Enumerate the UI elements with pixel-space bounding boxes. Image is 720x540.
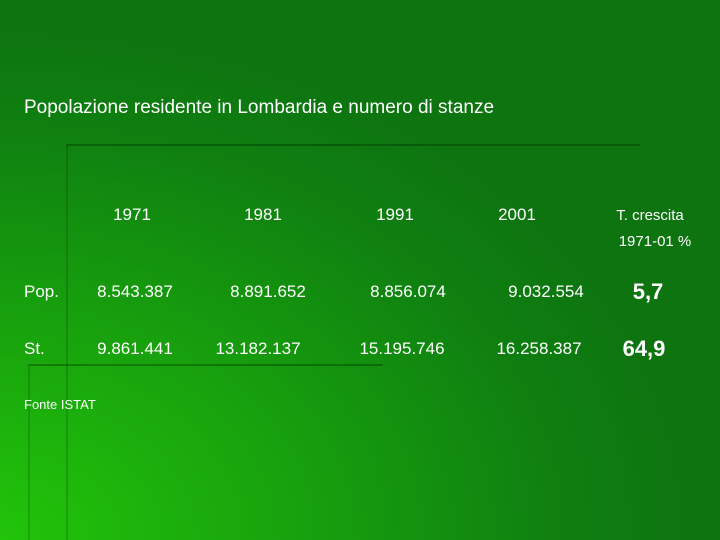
divider xyxy=(66,146,68,540)
cell: 8.856.074 xyxy=(370,282,446,301)
cell: 9.032.554 xyxy=(508,282,584,301)
rate-cell: 5,7 xyxy=(632,279,664,304)
row-label: Pop. xyxy=(24,282,59,301)
column-header: 1971 xyxy=(113,205,151,224)
divider xyxy=(28,366,30,540)
divider xyxy=(28,364,383,366)
column-header: 1991 xyxy=(376,205,414,224)
column-header: 2001 xyxy=(498,205,536,224)
row-label: St. xyxy=(24,339,45,358)
column-header: 1981 xyxy=(244,205,282,224)
rate-cell: 64,9 xyxy=(622,336,666,361)
column-header: 1971-01 % xyxy=(618,233,692,250)
cell: 9.861.441 xyxy=(97,339,173,358)
cell: 16.258.387 xyxy=(496,339,582,358)
column-header: T. crescita xyxy=(616,207,684,224)
divider xyxy=(66,144,640,146)
slide-title: Popolazione residente in Lombardia e num… xyxy=(24,97,495,118)
source-note: Fonte ISTAT xyxy=(24,397,96,412)
cell: 13.182.137 xyxy=(215,339,301,358)
cell: 8.543.387 xyxy=(97,282,173,301)
cell: 8.891.652 xyxy=(230,282,306,301)
cell: 15.195.746 xyxy=(359,339,445,358)
